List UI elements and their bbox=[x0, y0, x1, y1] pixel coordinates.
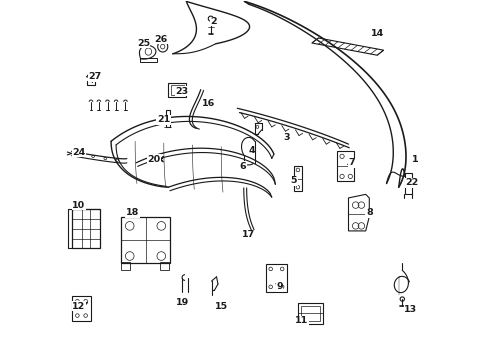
Bar bbox=[121, 217, 170, 263]
Text: 9: 9 bbox=[276, 282, 283, 291]
Text: 11: 11 bbox=[295, 316, 308, 325]
Bar bbox=[170, 85, 184, 95]
Text: 12: 12 bbox=[72, 302, 85, 311]
Text: 16: 16 bbox=[202, 99, 215, 108]
Bar bbox=[405, 173, 411, 194]
Bar bbox=[301, 306, 319, 321]
Text: 17: 17 bbox=[242, 230, 255, 239]
Bar bbox=[293, 166, 301, 192]
Text: 8: 8 bbox=[365, 208, 372, 217]
Text: 18: 18 bbox=[126, 208, 139, 217]
Text: 26: 26 bbox=[154, 35, 167, 44]
Text: 7: 7 bbox=[348, 158, 355, 167]
Text: 25: 25 bbox=[137, 39, 150, 48]
Text: 27: 27 bbox=[88, 72, 101, 81]
Text: 19: 19 bbox=[176, 298, 189, 307]
Text: 2: 2 bbox=[210, 17, 217, 26]
Text: 3: 3 bbox=[283, 133, 289, 142]
Text: 6: 6 bbox=[239, 162, 246, 171]
Bar bbox=[165, 110, 169, 127]
Bar bbox=[86, 81, 94, 85]
Bar bbox=[160, 262, 169, 270]
Text: 13: 13 bbox=[404, 305, 417, 314]
Text: 5: 5 bbox=[290, 176, 297, 185]
Text: 14: 14 bbox=[370, 29, 384, 38]
Bar bbox=[121, 262, 129, 270]
Bar bbox=[140, 58, 157, 62]
Bar bbox=[265, 264, 286, 292]
Bar bbox=[336, 151, 353, 181]
Bar bbox=[297, 303, 323, 324]
Polygon shape bbox=[159, 156, 163, 162]
Text: 21: 21 bbox=[157, 115, 170, 124]
Bar bbox=[72, 210, 100, 248]
Text: 4: 4 bbox=[248, 146, 254, 155]
Text: 15: 15 bbox=[215, 302, 227, 311]
Bar bbox=[168, 83, 186, 97]
Text: 20: 20 bbox=[147, 155, 161, 164]
Text: 24: 24 bbox=[72, 148, 85, 157]
Bar bbox=[72, 296, 91, 320]
Text: 10: 10 bbox=[72, 201, 85, 210]
Text: 23: 23 bbox=[175, 86, 188, 95]
Text: 22: 22 bbox=[405, 178, 418, 187]
Text: 1: 1 bbox=[411, 155, 418, 164]
